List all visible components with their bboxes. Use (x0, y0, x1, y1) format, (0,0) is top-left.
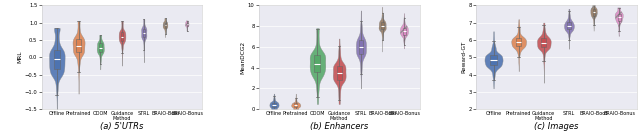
PathPatch shape (541, 38, 547, 47)
Y-axis label: Reward-GT: Reward-GT (461, 41, 467, 73)
PathPatch shape (272, 103, 276, 107)
PathPatch shape (187, 23, 188, 26)
PathPatch shape (618, 14, 621, 21)
PathPatch shape (337, 66, 342, 80)
PathPatch shape (381, 22, 384, 29)
Text: (c) Images: (c) Images (534, 122, 579, 131)
PathPatch shape (403, 28, 406, 35)
PathPatch shape (567, 22, 571, 29)
Y-axis label: MRL: MRL (18, 51, 22, 63)
PathPatch shape (143, 29, 145, 37)
PathPatch shape (99, 43, 102, 52)
PathPatch shape (593, 9, 595, 16)
PathPatch shape (164, 23, 166, 28)
PathPatch shape (121, 32, 124, 41)
PathPatch shape (294, 103, 298, 107)
Y-axis label: MeanDCG2: MeanDCG2 (241, 41, 246, 74)
PathPatch shape (359, 40, 363, 54)
Text: (b) Enhancers: (b) Enhancers (310, 122, 369, 131)
PathPatch shape (54, 50, 60, 69)
Text: (a) 5'UTRs: (a) 5'UTRs (100, 122, 144, 131)
PathPatch shape (76, 39, 81, 52)
PathPatch shape (516, 39, 522, 46)
PathPatch shape (490, 55, 497, 65)
PathPatch shape (314, 55, 321, 72)
